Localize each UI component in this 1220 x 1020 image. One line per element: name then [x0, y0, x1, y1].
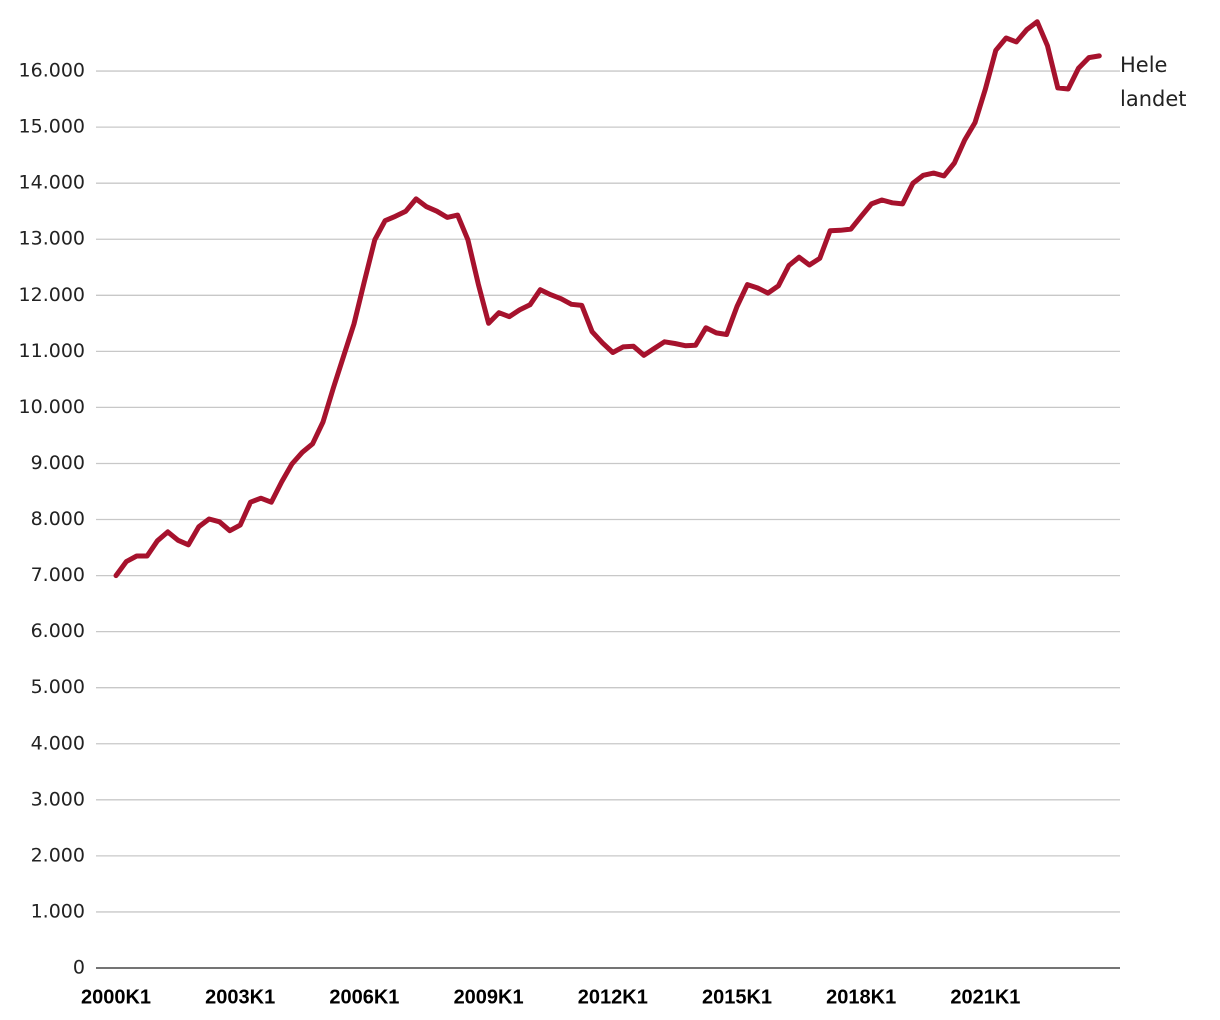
y-tick-label: 3.000	[31, 788, 85, 810]
line	[113, 19, 1102, 579]
x-tick-label: 2009K1	[454, 986, 524, 1008]
y-tick-label: 10.000	[19, 396, 85, 418]
y-tick-label: 16.000	[19, 60, 85, 82]
y-tick-label: 5.000	[31, 676, 85, 698]
y-tick-label: 14.000	[19, 172, 85, 194]
y-tick-label: 1.000	[31, 900, 85, 922]
x-tick-label: 2003K1	[205, 986, 275, 1008]
y-tick-label: 15.000	[19, 116, 85, 138]
y-tick-label: 6.000	[31, 620, 85, 642]
y-tick-label: 9.000	[31, 452, 85, 474]
y-tick-label: 8.000	[31, 508, 85, 530]
x-tick-label: 2012K1	[578, 986, 648, 1008]
x-tick-label: 2018K1	[826, 986, 896, 1008]
y-tick-label: 0	[73, 957, 85, 979]
x-tick-label: 2000K1	[81, 986, 151, 1008]
y-tick-label: 4.000	[31, 732, 85, 754]
series-label: Hele landet	[1120, 53, 1187, 111]
x-tick-label: 2006K1	[329, 986, 399, 1008]
y-tick-label: 11.000	[19, 340, 85, 362]
y-tick-label: 2.000	[31, 844, 85, 866]
x-tick-label: 2021K1	[950, 986, 1020, 1008]
y-tick-label: 12.000	[19, 284, 85, 306]
y-tick-label: 13.000	[19, 228, 85, 250]
y-tick-label: 7.000	[31, 564, 85, 586]
x-tick-label: 2015K1	[702, 986, 772, 1008]
